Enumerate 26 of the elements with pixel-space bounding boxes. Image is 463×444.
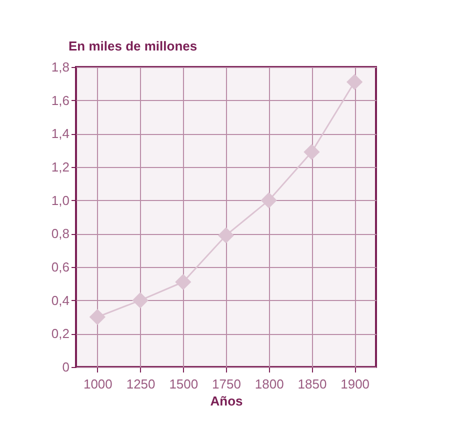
- x-tick-label: 1250: [126, 376, 156, 392]
- point: [89, 308, 106, 326]
- y-tick-label: 0,6: [51, 260, 70, 274]
- x-tick-label: 1750: [212, 376, 241, 392]
- y-tick-label: 0,4: [51, 292, 70, 308]
- y-tick-label: 1,0: [51, 192, 70, 208]
- y-tick-label: 0,8: [51, 226, 70, 242]
- x-tick-label: 1000: [83, 376, 112, 392]
- y-axis-title: En miles de millones: [68, 38, 198, 54]
- y-tick-label: 0: [62, 360, 70, 374]
- point: [218, 227, 234, 244]
- x-axis-title: Años: [210, 394, 243, 408]
- point: [304, 144, 320, 160]
- x-tick-label: 1850: [298, 376, 327, 392]
- x-tick-label: 1900: [340, 376, 370, 392]
- x-tick-label: 1500: [169, 376, 198, 392]
- y-tick-label: 0,2: [51, 326, 70, 342]
- point: [132, 292, 148, 308]
- y-tick-label: 1,4: [51, 126, 70, 142]
- point: [260, 192, 277, 208]
- y-tick-label: 1,2: [51, 160, 70, 174]
- point: [175, 274, 192, 290]
- y-tick-label: 1,8: [51, 60, 70, 74]
- point: [346, 74, 363, 90]
- x-tick-label: 1800: [254, 376, 284, 392]
- y-tick-label: 1,6: [51, 92, 70, 108]
